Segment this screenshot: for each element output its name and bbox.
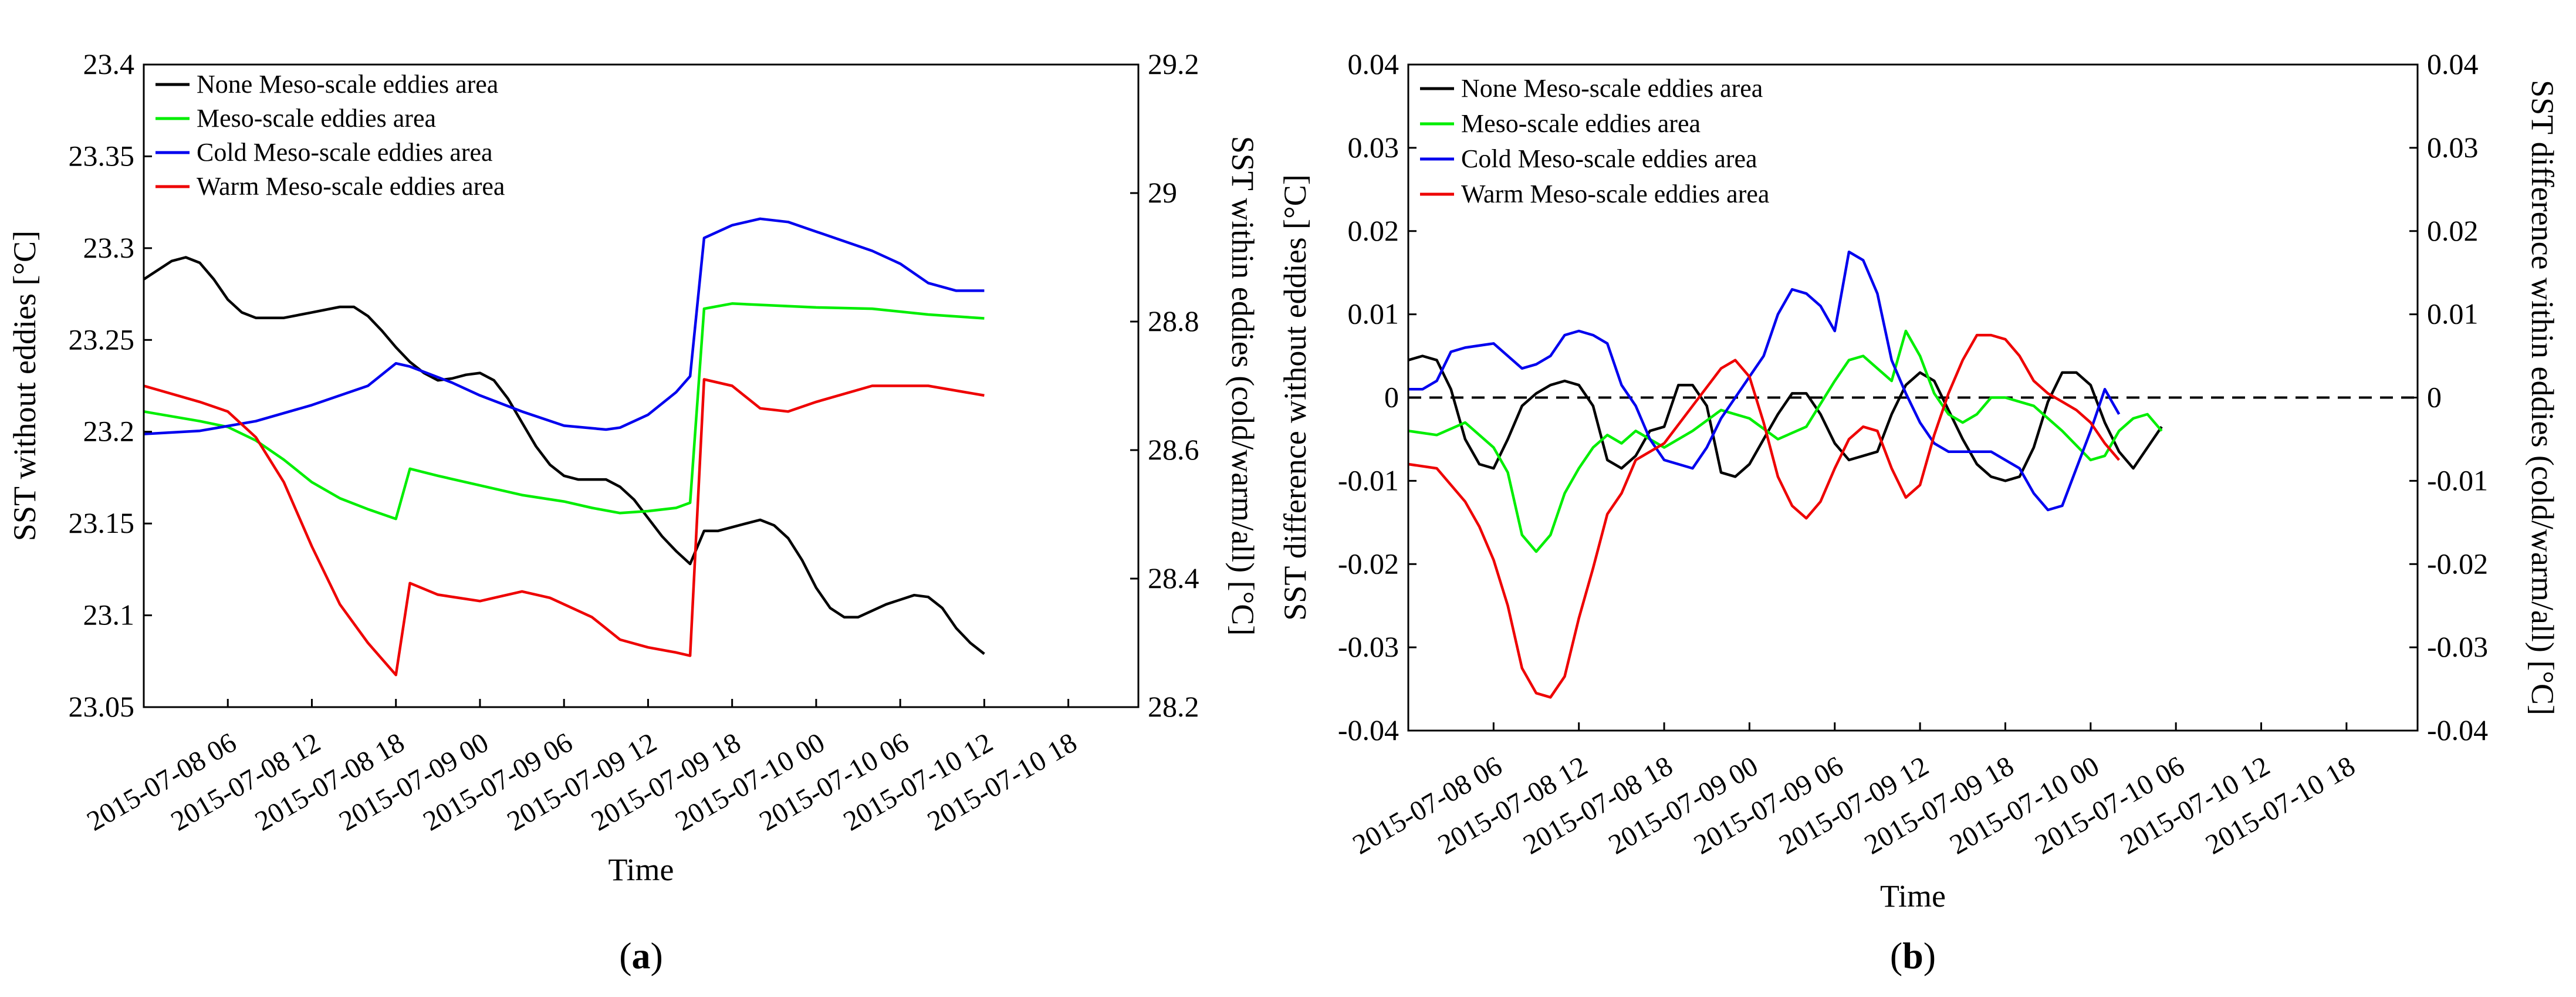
chart-panel-b: -0.04 -0.03 -0.02 -0.01 0 0.01 0.02 0.03 0.04 -0.… (1277, 48, 2560, 976)
legend-entry: Cold Meso-scale eddies area (1461, 144, 1757, 173)
y-right-tick-label: 28.6 (1148, 433, 1199, 466)
y-tick-label: 0 (1384, 381, 1399, 414)
y-tick-label: 23.25 (69, 323, 135, 356)
y-right-tick-label: 0 (2427, 381, 2442, 414)
chart-panel-a: 23.05 23.1 23.15 23.2 23.25 23.3 23.35 23.4 28.2… (7, 48, 1260, 976)
series-line-meso (143, 302, 985, 521)
x-axis-label: Time (1880, 878, 1946, 914)
y-tick-label: 23.3 (83, 231, 135, 264)
y-tick-label: 23.05 (69, 690, 135, 723)
series-line-warm (1408, 333, 2121, 699)
series-line-cold (1408, 250, 2121, 512)
y-right-tick-label: 0.02 (2427, 214, 2479, 247)
series-line-none (1408, 354, 2163, 482)
panel-label-close: ) (1923, 935, 1936, 976)
y-tick-label: 23.1 (83, 599, 135, 631)
y-tick-label: 23.4 (83, 48, 135, 80)
y-axis-right-label: SST difference within eddies (cold/warm/… (2525, 80, 2560, 715)
y-tick-label: 23.15 (69, 506, 135, 539)
y-tick-label: 0.01 (1348, 298, 1399, 330)
y-tick-label: -0.04 (1338, 714, 1399, 746)
y-axis-label: SST without eddies [°C] (7, 231, 42, 541)
y-right-tick-label: -0.04 (2427, 714, 2488, 746)
y-right-tick-label: 28.2 (1148, 690, 1199, 723)
panel-label-close: ) (651, 935, 663, 976)
legend-entry: Warm Meso-scale eddies area (1461, 180, 1769, 208)
panel-label-letter: b (1902, 935, 1923, 976)
y-right-tick-label: 0.01 (2427, 298, 2479, 330)
legend-entry: Cold Meso-scale eddies area (197, 138, 493, 167)
legend-entry: Meso-scale eddies area (1461, 109, 1701, 138)
panel-label: (b) (1890, 935, 1936, 976)
panel-label-open: ( (1890, 935, 1902, 976)
y-right-tick-label: 29 (1148, 176, 1177, 209)
plot-frame (143, 63, 1140, 708)
y-axis-label: SST difference without eddies [°C] (1277, 174, 1313, 620)
y-right-tick-label: 29.2 (1148, 48, 1199, 80)
series-line-meso (1408, 329, 2163, 553)
panel-label-open: ( (619, 935, 631, 976)
y-tick-label: -0.02 (1338, 547, 1399, 580)
legend: None Meso-scale eddies area Meso-scale ed… (155, 70, 505, 201)
y-tick-label: 0.04 (1348, 48, 1399, 80)
y-tick-label: 0.02 (1348, 214, 1399, 247)
legend-entry: Warm Meso-scale eddies area (197, 172, 505, 201)
panel-label: (a) (619, 935, 663, 976)
y-right-tick-label: 0.04 (2427, 48, 2479, 80)
legend-entry: Meso-scale eddies area (197, 104, 436, 133)
series-line-cold (143, 217, 985, 435)
y-right-tick-label: -0.03 (2427, 630, 2488, 663)
y-tick-label: -0.01 (1338, 464, 1399, 496)
y-tick-label: 23.2 (83, 415, 135, 448)
y-tick-label: 0.03 (1348, 131, 1399, 164)
legend-entry: None Meso-scale eddies area (1461, 74, 1763, 103)
y-right-tick-label: 28.8 (1148, 305, 1199, 337)
y-right-tick-label: 28.4 (1148, 562, 1199, 594)
legend-entry: None Meso-scale eddies area (197, 70, 498, 99)
series-line-none (143, 256, 985, 655)
y-right-tick-label: -0.01 (2427, 464, 2488, 496)
panel-label-letter: a (632, 935, 651, 976)
y-axis-right-label: SST within eddies (cold/warm/all) [°C] (1225, 136, 1260, 636)
x-axis-label: Time (608, 852, 674, 887)
y-right-tick-label: 0.03 (2427, 131, 2479, 164)
y-right-tick-label: -0.02 (2427, 547, 2488, 580)
series-line-warm (143, 378, 985, 677)
legend: None Meso-scale eddies area Meso-scale ed… (1420, 74, 1769, 208)
y-tick-label: 23.35 (69, 139, 135, 172)
y-tick-label: -0.03 (1338, 630, 1399, 663)
